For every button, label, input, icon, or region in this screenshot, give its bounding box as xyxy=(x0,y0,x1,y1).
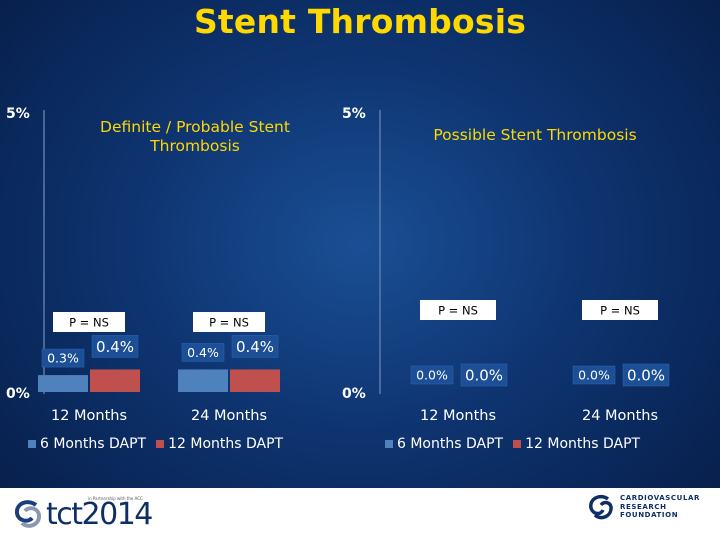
plot-area: 0.0% 0.0% P = NS 12 Months 0.0% 0.0% P = NS 24 … xyxy=(379,110,670,424)
crf-line-2: RESEARCH xyxy=(620,502,667,511)
data-label-box xyxy=(460,363,508,387)
legend-swatch-12m xyxy=(156,440,165,448)
bar-6m-1 xyxy=(38,375,88,392)
chart-possible: Possible Stent Thrombosis 5% 0% 0.0% 0.0%… xyxy=(342,90,720,460)
legend-swatch-6m xyxy=(385,440,393,448)
data-label-6m-2: 0.0% xyxy=(578,368,610,383)
data-label-12m-2: 0.0% xyxy=(627,367,665,385)
p-value-box xyxy=(582,300,658,320)
y-tick-label-min: 0% xyxy=(6,386,30,402)
data-label-box xyxy=(572,365,616,385)
crf-logo: CARDIOVASCULAR RESEARCH FOUNDATION xyxy=(588,494,700,520)
y-tick-label-max: 5% xyxy=(6,106,30,122)
tct-logo-subtext: in Partnership with the ACC xyxy=(88,496,143,501)
legend-item-12m: 12 Months DAPT xyxy=(513,436,640,452)
crf-line-1: CARDIOVASCULAR xyxy=(620,494,701,503)
legend-label-6m: 6 Months DAPT xyxy=(40,436,147,452)
bar-12m-1 xyxy=(90,369,140,392)
chart-title: Possible Stent Thrombosis xyxy=(433,126,637,144)
tct-logo: tct2014 xyxy=(14,494,153,534)
tct-swirl-icon xyxy=(15,500,41,528)
bar-6m-2 xyxy=(178,369,228,392)
data-label-box xyxy=(410,365,454,385)
legend-item-6m: 6 Months DAPT xyxy=(28,436,146,452)
data-label-box xyxy=(181,343,225,362)
y-tick-label-min: 0% xyxy=(342,386,366,402)
p-value-label-1: P = NS xyxy=(69,316,109,330)
chart-title: Definite / Probable Stent Thrombosis xyxy=(100,118,290,155)
legend: 6 Months DAPT 12 Months DAPT xyxy=(385,436,650,452)
data-label-6m-1: 0.3% xyxy=(47,351,79,366)
p-value-box xyxy=(420,300,496,320)
data-label-12m-2: 0.4% xyxy=(236,338,274,356)
legend: 6 Months DAPT 12 Months DAPT xyxy=(28,436,293,452)
legend-label-6m: 6 Months DAPT xyxy=(397,436,504,452)
p-value-label-2: P = NS xyxy=(209,316,249,330)
category-label-2: 24 Months xyxy=(582,408,658,424)
chart-definite-probable: Definite / Probable Stent Thrombosis 5% … xyxy=(0,90,345,460)
data-label-12m-1: 0.4% xyxy=(96,338,134,356)
p-value-box xyxy=(193,312,265,332)
legend-item-12m: 12 Months DAPT xyxy=(156,436,283,452)
crf-swirl-icon xyxy=(589,494,613,520)
footer: tct2014 in Partnership with the ACC CARD… xyxy=(0,488,720,540)
data-label-box xyxy=(91,335,139,358)
legend-swatch-12m xyxy=(513,440,522,448)
data-label-box xyxy=(622,363,670,387)
data-label-6m-1: 0.0% xyxy=(416,368,448,383)
tct-logo-text: tct2014 xyxy=(46,496,153,532)
legend-swatch-6m xyxy=(28,440,36,448)
legend-item-6m: 6 Months DAPT xyxy=(385,436,503,452)
bar-12m-2 xyxy=(230,369,280,392)
data-label-12m-1: 0.0% xyxy=(465,367,503,385)
p-value-label-1: P = NS xyxy=(438,304,478,318)
p-value-label-2: P = NS xyxy=(600,304,640,318)
y-tick-label-max: 5% xyxy=(342,106,366,122)
legend-label-12m: 12 Months DAPT xyxy=(525,436,641,452)
crf-logo-text: CARDIOVASCULAR RESEARCH FOUNDATION xyxy=(620,494,700,520)
slide-title: Stent Thrombosis xyxy=(193,2,527,41)
p-value-box xyxy=(53,312,125,332)
category-label-1: 12 Months xyxy=(51,408,127,424)
data-label-6m-2: 0.4% xyxy=(187,345,219,360)
legend-label-12m: 12 Months DAPT xyxy=(168,436,284,452)
data-label-box xyxy=(231,335,279,358)
category-label-1: 12 Months xyxy=(420,408,496,424)
crf-line-3: FOUNDATION xyxy=(620,511,679,520)
plot-area: 0.3% 0.4% P = NS 12 Months 0.4% 0.4% P = NS 24 … xyxy=(38,110,280,424)
category-label-2: 24 Months xyxy=(191,408,267,424)
data-label-box xyxy=(41,348,85,368)
